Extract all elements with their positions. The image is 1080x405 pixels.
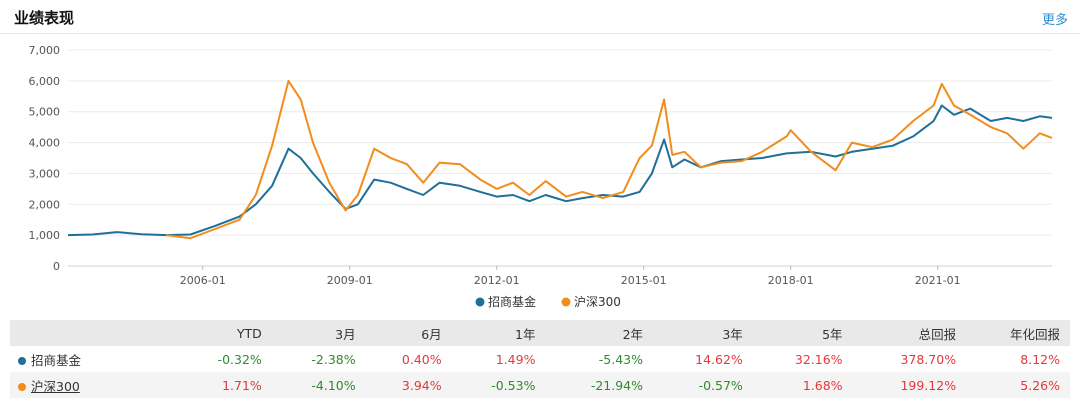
fund-dot-icon: [18, 356, 26, 365]
y-tick-label: 5,000: [29, 106, 61, 119]
returns-table-header-row: YTD 3月 6月 1年 2年 3年 5年 总回报 年化回报: [10, 320, 1070, 346]
more-link[interactable]: 更多: [1041, 13, 1068, 28]
series-line-fund: [67, 104, 1053, 237]
y-tick-label: 4,000: [29, 137, 61, 150]
header-cell-annualized: 年化回报: [966, 320, 1070, 346]
value-cell: 1.71%: [178, 372, 272, 398]
legend-label: 沪深300: [574, 295, 621, 309]
header-cell-total: 总回报: [852, 320, 967, 346]
value-cell: -4.10%: [271, 372, 366, 398]
value-cell: 14.62%: [695, 351, 743, 367]
value-cell: -21.94%: [545, 372, 654, 398]
x-tick-label: 2006-01: [180, 274, 226, 287]
legend-fund-dot: [475, 297, 485, 307]
header-cell-5y: 5年: [752, 320, 853, 346]
value-cell: 32.16%: [794, 351, 843, 367]
value-cell: -0.32%: [217, 351, 262, 367]
series-line-index: [165, 79, 1053, 240]
row-name-cell: 沪深300: [10, 372, 178, 398]
value-cell: -0.53%: [451, 372, 546, 398]
performance-line-chart: 0 1,000 2,000 3,000 4,000 5,000 6,000 7,000 2006…: [29, 44, 1053, 309]
y-tick-label: 1,000: [29, 229, 61, 242]
value-cell: 3.94%: [365, 372, 452, 398]
y-tick-label: 6,000: [29, 75, 61, 88]
y-tick-label: 0: [53, 260, 60, 273]
y-tick-label: 7,000: [29, 44, 61, 57]
header-cell-3y: 3年: [653, 320, 753, 346]
row-name-label: 招商基金: [31, 352, 82, 368]
value-cell: 5.26%: [966, 372, 1070, 398]
value-cell: 1.49%: [495, 351, 536, 367]
header-cell-6m: 6月: [365, 320, 452, 346]
x-tick-label: 2015-01: [621, 274, 667, 287]
y-tick-label: 3,000: [29, 167, 61, 180]
legend-index-dot: [561, 297, 571, 307]
legend-label: 招商基金: [488, 294, 536, 309]
value-cell: -5.43%: [598, 351, 644, 367]
value-cell: 199.12%: [852, 372, 967, 398]
header-cell-2y: 2年: [545, 320, 654, 346]
y-tick-label: 2,000: [29, 198, 61, 211]
table-row-index: 沪深300 1.71% -4.10% 3.94% -0.53% -21.94% …: [10, 372, 1070, 398]
value-cell: 0.40%: [401, 351, 442, 367]
value-cell: -0.57%: [653, 372, 753, 398]
value-cell: 8.12%: [1020, 351, 1060, 367]
x-tick-label: 2021-01: [915, 274, 961, 287]
section-header: 业绩表现 更多: [0, 0, 1080, 34]
header-cell-name: [10, 320, 178, 346]
header-divider: [0, 33, 1080, 34]
index-name-link[interactable]: 沪深300: [31, 378, 80, 394]
returns-table: YTD 3月 6月 1年 2年 3年 5年 总回报 年化回报 招商基金 -0.3…: [10, 320, 1070, 398]
header-cell-ytd: YTD: [178, 320, 272, 346]
x-tick-label: 2009-01: [327, 274, 373, 287]
header-cell-3m: 3月: [271, 320, 366, 346]
header-cell-1y: 1年: [451, 320, 546, 346]
value-cell: 378.70%: [900, 351, 957, 367]
x-tick-label: 2018-01: [768, 274, 814, 287]
section-title: 业绩表现: [14, 9, 75, 27]
value-cell: -2.38%: [311, 351, 356, 367]
row-name-cell: 招商基金: [10, 346, 178, 372]
x-tick-label: 2012-01: [474, 274, 520, 287]
value-cell: 1.68%: [752, 372, 853, 398]
index-dot-icon: [18, 382, 26, 391]
table-row-fund: 招商基金 -0.32% -2.38% 0.40% 1.49% -5.43% 14…: [10, 346, 1070, 372]
